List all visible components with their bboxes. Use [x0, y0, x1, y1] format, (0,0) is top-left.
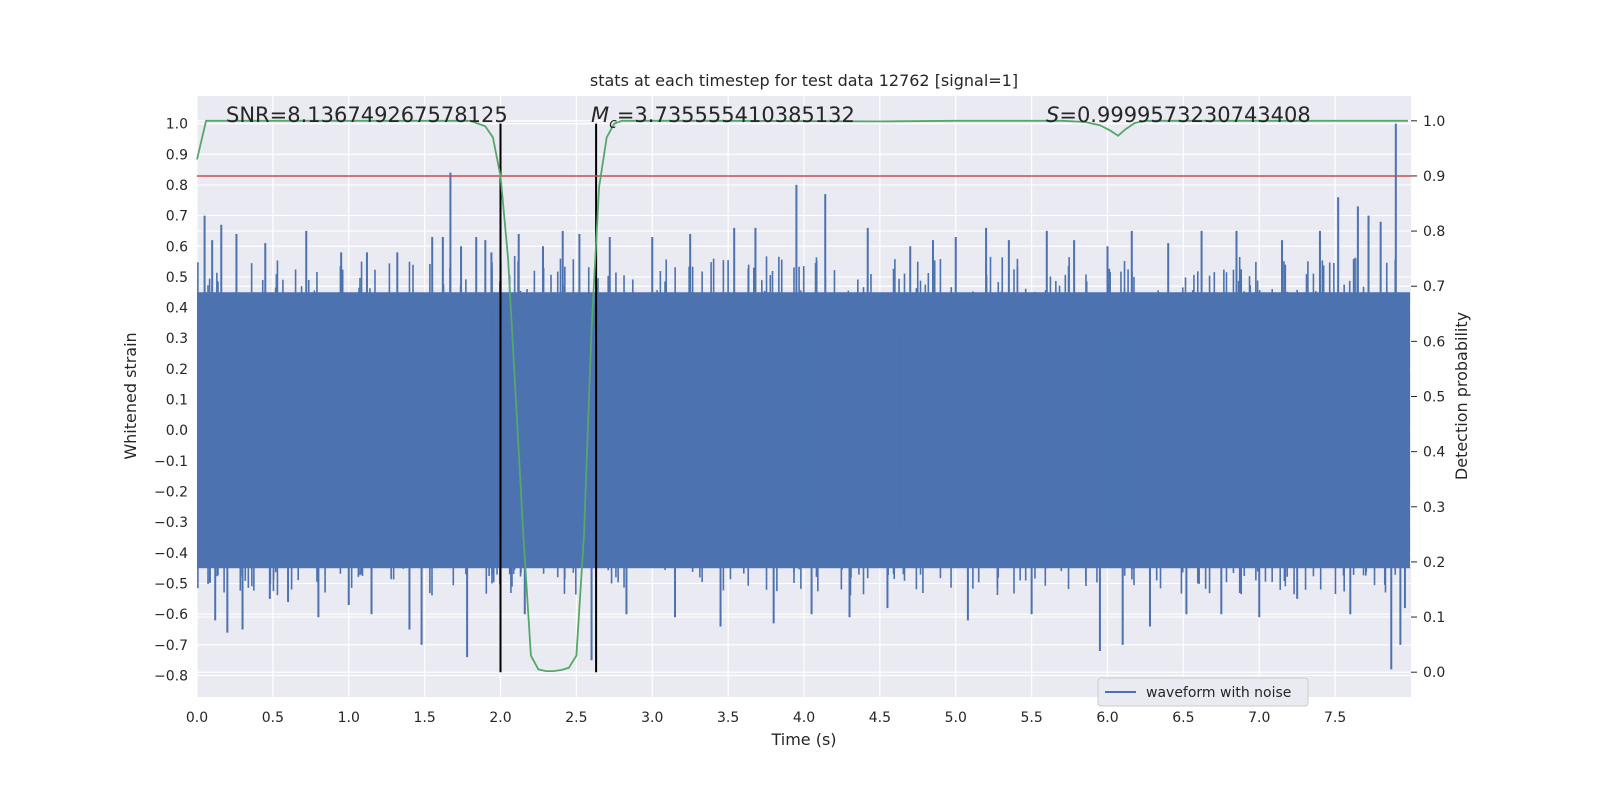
x-tick-label: 0.5	[262, 710, 284, 726]
y-tick-label: −0.2	[154, 485, 188, 501]
y2-tick-label: 0.9	[1423, 169, 1445, 185]
x-tick-label: 1.5	[413, 710, 435, 726]
y-tick-label: 0.5	[166, 270, 188, 286]
y2-tick-label: 0.7	[1423, 279, 1445, 295]
y-tick-label: −0.6	[154, 607, 188, 623]
y-tick-label: −0.1	[154, 454, 188, 470]
x-tick-label: 7.5	[1324, 710, 1346, 726]
x-tick-label: 6.5	[1172, 710, 1194, 726]
legend: waveform with noise	[1097, 677, 1309, 707]
y2-tick-labels: 1.0 0.9 0.8 0.7 0.6 0.5 0.4 0.3 0.2 0.1 0.0	[1411, 114, 1445, 681]
y-tick-label: 1.0	[166, 117, 188, 133]
y-tick-label: −0.7	[154, 638, 188, 654]
y-tick-label: −0.4	[154, 546, 188, 562]
x-tick-label: 5.0	[945, 710, 967, 726]
x-tick-label: 2.5	[565, 710, 587, 726]
y2-tick-label: 0.3	[1423, 500, 1445, 516]
x-tick-label: 5.5	[1020, 710, 1042, 726]
y-tick-label: −0.8	[154, 669, 188, 685]
y-tick-label: 0.4	[166, 301, 188, 317]
y-tick-label: 0.6	[166, 239, 188, 255]
x-tick-label: 6.0	[1096, 710, 1118, 726]
legend-box	[1097, 677, 1309, 707]
y-tick-label: −0.5	[154, 577, 188, 593]
x-tick-label: 4.0	[793, 710, 815, 726]
y-tick-labels: 1.0 0.9 0.8 0.7 0.6 0.5 0.4 0.3 0.2 0.1 0.0 −0.1 −0.…	[154, 117, 188, 685]
x-tick-label: 4.5	[869, 710, 891, 726]
y-tick-label: 0.3	[166, 331, 188, 347]
x-tick-label: 3.0	[641, 710, 663, 726]
x-tick-label: 1.0	[338, 710, 360, 726]
x-tick-label: 0.0	[186, 710, 208, 726]
score-annotation: S=0.9999573230743408	[1046, 103, 1311, 127]
x-tick-label: 2.0	[489, 710, 511, 726]
detection-probability-line	[196, 119, 1408, 672]
legend-label: waveform with noise	[1146, 685, 1291, 701]
x-axis-label: Time (s)	[770, 730, 836, 749]
y2-tick-label: 1.0	[1423, 114, 1445, 130]
y2-tick-label: 0.6	[1423, 334, 1445, 350]
y-tick-label: 0.7	[166, 209, 188, 225]
x-tick-label: 7.0	[1248, 710, 1270, 726]
y-tick-label: −0.3	[154, 515, 188, 531]
chart-title: stats at each timestep for test data 127…	[590, 71, 1018, 90]
y2-tick-label: 0.0	[1423, 665, 1445, 681]
y2-tick-label: 0.4	[1423, 445, 1445, 461]
y2-axis-label: Detection probability	[1452, 312, 1471, 480]
chirp-mass-annotation: Mc=3.735555410385132	[591, 103, 855, 132]
vertical-markers	[499, 123, 598, 673]
x-tick-labels: 0.0 0.5 1.0 1.5 2.0 2.5 3.0 3.5 4.0 4.5 5.0 5.5 6.0 6…	[186, 710, 1346, 726]
y-tick-label: 0.0	[166, 423, 188, 439]
y2-tick-label: 0.8	[1423, 224, 1445, 240]
waveform-series	[197, 123, 1410, 670]
y-tick-label: 0.9	[166, 147, 188, 163]
y-tick-label: 0.8	[166, 178, 188, 194]
y-tick-label: 0.2	[166, 362, 188, 378]
y2-tick-label: 0.5	[1423, 390, 1445, 406]
y-tick-label: 0.1	[166, 393, 188, 409]
y2-tick-label: 0.1	[1423, 610, 1445, 626]
x-tick-label: 3.5	[717, 710, 739, 726]
y2-tick-label: 0.2	[1423, 555, 1445, 571]
y-axis-label: Whitened strain	[121, 332, 140, 459]
snr-annotation: SNR=8.136749267578125	[226, 103, 508, 127]
